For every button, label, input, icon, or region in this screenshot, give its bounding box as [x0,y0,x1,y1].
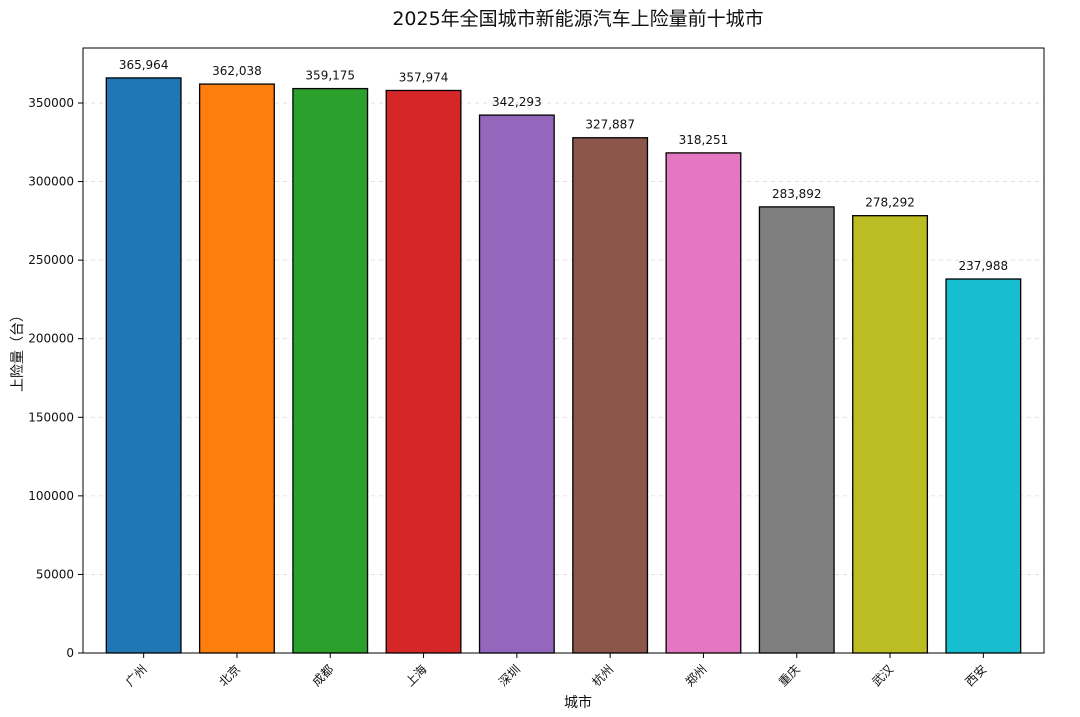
data-label: 359,175 [305,69,355,83]
bar-4 [385,89,462,654]
x-tick-label: 重庆 [776,662,803,689]
x-axis: 广州 北京 成都 上海 深圳 杭州 郑州 重庆 武汉 西安 [123,653,990,690]
plot-frame [82,47,1045,654]
y-tick-label: 200000 [28,332,74,346]
y-tick-label: 350000 [28,96,74,110]
chart-title: 2025年全国城市新能源汽车上险量前十城市 [392,8,763,30]
x-tick-label: 杭州 [589,662,617,690]
data-label: 278,292 [865,196,915,210]
data-label: 365,964 [119,58,169,72]
y-tick-label: 0 [66,646,74,660]
x-tick-label: 西安 [962,662,990,690]
bar-6 [572,137,649,654]
data-label: 327,887 [585,118,635,132]
bars [105,77,1022,654]
data-label: 342,293 [492,95,542,109]
y-tick-label: 150000 [28,410,74,424]
y-tick-label: 50000 [36,567,74,581]
x-tick-label: 深圳 [496,662,523,689]
data-label: 237,988 [959,259,1009,273]
x-tick-label: 武汉 [869,662,896,689]
data-labels: 365,964 362,038 359,175 357,974 342,293 327,8… [119,58,1008,273]
y-axis: 0 50000 100000 150000 200000 250000 300000 3500… [28,96,83,660]
data-label: 283,892 [772,187,822,201]
x-tick-label: 北京 [216,662,243,689]
data-label: 357,974 [399,70,449,84]
bar-3 [292,87,369,654]
x-tick-label: 郑州 [682,662,710,690]
x-tick-label: 广州 [123,662,150,689]
bar-8 [758,206,835,654]
bar-2 [198,83,275,654]
bar-1 [105,77,182,654]
y-tick-label: 300000 [28,175,74,189]
data-label: 318,251 [679,133,729,147]
bar-5 [478,114,555,654]
bar-10 [945,278,1022,654]
x-axis-label: 城市 [564,694,592,711]
bar-7 [665,152,742,654]
y-tick-label: 250000 [28,253,74,267]
bar-9 [852,215,929,654]
y-tick-label: 100000 [28,489,74,503]
data-label: 362,038 [212,64,262,78]
x-tick-label: 成都 [309,662,336,689]
x-tick-label: 上海 [402,662,430,690]
y-axis-label: 上险量（台） [10,308,26,392]
